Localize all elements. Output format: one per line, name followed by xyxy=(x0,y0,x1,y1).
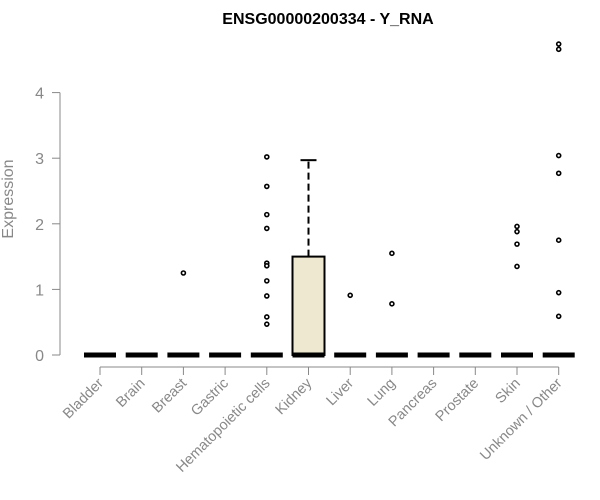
box-group xyxy=(291,159,326,358)
outlier-point xyxy=(555,289,562,296)
y-tick-label: 1 xyxy=(35,282,44,299)
outlier-point xyxy=(514,228,520,235)
outlier-point xyxy=(180,270,187,276)
x-tick-label: Skin xyxy=(493,376,524,407)
x-tick-label: Bladder xyxy=(60,375,107,422)
outlier-point xyxy=(514,223,520,230)
outlier-point xyxy=(263,225,270,232)
outlier-point xyxy=(555,313,562,320)
box-group xyxy=(334,292,367,358)
x-tick-label: Kidney xyxy=(273,375,316,418)
box-group xyxy=(501,223,533,358)
outlier-point xyxy=(389,250,395,257)
y-axis: 0 1 2 3 4 xyxy=(35,86,61,365)
y-tick-label: 2 xyxy=(35,217,44,234)
outlier-point xyxy=(555,237,562,243)
y-tick-label: 4 xyxy=(35,86,44,103)
outlier-point xyxy=(263,293,270,299)
x-tick-label: Brain xyxy=(113,376,148,411)
outlier-point xyxy=(263,211,270,218)
outlier-point xyxy=(555,41,562,47)
y-tick-label: 3 xyxy=(35,151,44,168)
outlier-point xyxy=(263,278,270,284)
y-axis-label: Expression xyxy=(0,159,17,238)
chart-title: ENSG00000200334 - Y_RNA xyxy=(222,11,434,28)
outlier-point xyxy=(555,46,562,53)
outlier-point xyxy=(389,301,395,307)
box-group xyxy=(167,270,200,358)
box xyxy=(291,255,326,357)
x-tick-label: Breast xyxy=(149,376,190,417)
outlier-point xyxy=(263,262,270,269)
outlier-point xyxy=(263,183,270,190)
outlier-point xyxy=(263,154,270,160)
outlier-point xyxy=(514,263,520,270)
outlier-point xyxy=(555,152,562,159)
outlier-point xyxy=(347,292,354,299)
x-tick-label: Lung xyxy=(365,376,399,410)
x-tick-label: Liver xyxy=(323,375,357,409)
outlier-point xyxy=(263,321,270,327)
box-group xyxy=(375,250,408,358)
box-group xyxy=(542,41,575,358)
box-group xyxy=(250,154,283,358)
outlier-point xyxy=(555,170,562,177)
boxes xyxy=(84,41,575,358)
x-tick-label: Prostate xyxy=(433,376,482,425)
y-tick-label: 0 xyxy=(35,348,44,365)
outlier-point xyxy=(263,314,270,320)
outlier-point xyxy=(514,241,520,247)
